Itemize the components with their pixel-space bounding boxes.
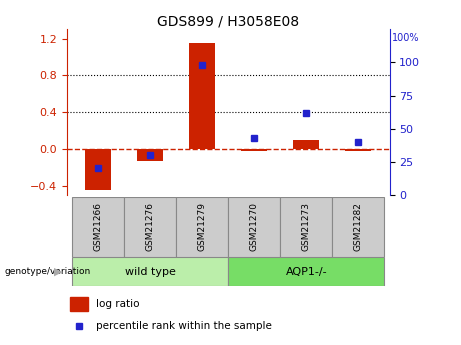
Text: ▶: ▶ (54, 267, 62, 277)
Bar (241, 149, 267, 151)
Bar (70, 297, 88, 310)
Bar (72, 257, 228, 286)
Text: wild type: wild type (124, 267, 176, 277)
Bar (72, 197, 124, 257)
Bar (228, 197, 280, 257)
Text: log ratio: log ratio (96, 299, 139, 309)
Title: GDS899 / H3058E08: GDS899 / H3058E08 (157, 14, 299, 28)
Bar (189, 43, 215, 149)
Bar (345, 149, 371, 151)
Text: GSM21276: GSM21276 (146, 202, 154, 252)
Bar (137, 149, 163, 161)
Text: GSM21273: GSM21273 (302, 202, 311, 252)
Bar (176, 197, 228, 257)
Bar (293, 140, 319, 149)
Text: AQP1-/-: AQP1-/- (285, 267, 327, 277)
Bar (280, 197, 332, 257)
Bar (85, 149, 111, 190)
Text: percentile rank within the sample: percentile rank within the sample (96, 321, 272, 331)
Bar (228, 257, 384, 286)
Bar (332, 197, 384, 257)
Text: 100%: 100% (392, 33, 420, 43)
Bar (124, 197, 176, 257)
Text: GSM21282: GSM21282 (354, 203, 363, 251)
Text: GSM21266: GSM21266 (94, 202, 103, 252)
Text: GSM21279: GSM21279 (198, 202, 207, 252)
Text: genotype/variation: genotype/variation (5, 267, 91, 276)
Text: GSM21270: GSM21270 (250, 202, 259, 252)
